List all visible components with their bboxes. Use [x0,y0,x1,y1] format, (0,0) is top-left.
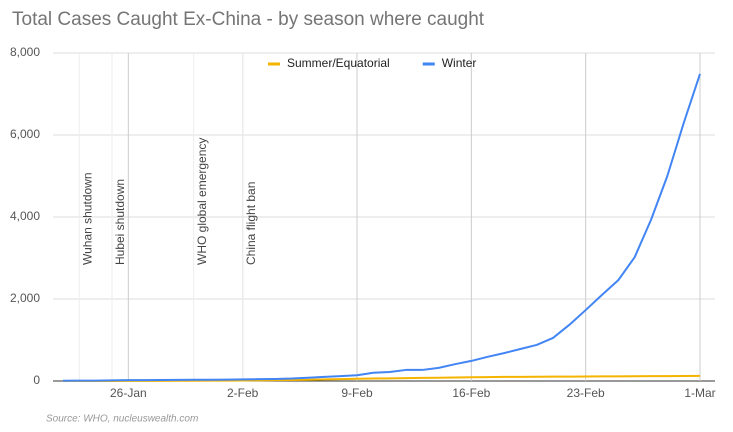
x-tick-label: 9-Feb [341,386,373,400]
x-tick-label: 26-Jan [110,386,147,400]
annotation-label: China flight ban [244,182,258,265]
annotation-label: Wuhan shutdown [81,172,95,265]
y-tick-label: 2,000 [10,291,40,305]
series-line [62,73,701,382]
source-note: Source: WHO, nucleuswealth.com [46,414,198,425]
chart-title: Total Cases Caught Ex-China - by season … [12,9,485,30]
annotation-label: WHO global emergency [195,138,209,265]
legend-label: Winter [442,56,477,70]
y-tick-label: 0 [33,373,40,387]
x-tick-label: 16-Feb [452,386,490,400]
legend-label: Summer/Equatorial [287,56,390,70]
x-tick-label: 23-Feb [567,386,605,400]
y-tick-label: 6,000 [10,127,40,141]
y-tick-label: 4,000 [10,209,40,223]
annotation-label: Hubei shutdown [113,179,127,265]
x-tick-label: 1-Mar [684,386,715,400]
x-tick-label: 2-Feb [227,386,259,400]
y-tick-label: 8,000 [10,45,40,59]
